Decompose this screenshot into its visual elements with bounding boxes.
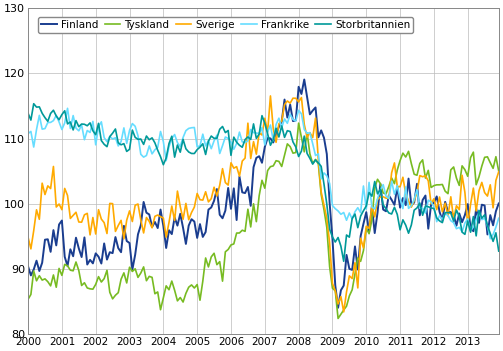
Storbritannien bbox=[31, 101, 37, 106]
Frankrike bbox=[304, 131, 310, 135]
Tyskland bbox=[293, 151, 299, 155]
Finland bbox=[495, 201, 501, 206]
Line: Frankrike: Frankrike bbox=[28, 108, 498, 239]
Finland bbox=[304, 95, 310, 99]
Frankrike bbox=[163, 159, 169, 163]
Sverige bbox=[296, 100, 302, 104]
Tyskland bbox=[405, 149, 411, 153]
Storbritannien bbox=[25, 111, 31, 115]
Finland bbox=[25, 264, 31, 269]
Finland bbox=[186, 224, 192, 228]
Frankrike bbox=[403, 185, 409, 189]
Line: Sverige: Sverige bbox=[28, 96, 498, 312]
Sverige bbox=[160, 216, 166, 220]
Sverige bbox=[341, 310, 347, 314]
Frankrike bbox=[296, 108, 302, 112]
Finland bbox=[160, 224, 166, 228]
Frankrike bbox=[112, 136, 118, 140]
Finland bbox=[293, 118, 299, 122]
Sverige bbox=[25, 235, 31, 239]
Storbritannien bbox=[405, 231, 411, 235]
Tyskland bbox=[296, 121, 302, 125]
Sverige bbox=[495, 170, 501, 174]
Storbritannien bbox=[163, 156, 169, 160]
Sverige bbox=[186, 218, 192, 222]
Frankrike bbox=[495, 216, 501, 220]
Line: Storbritannien: Storbritannien bbox=[28, 104, 498, 261]
Tyskland bbox=[304, 131, 310, 135]
Storbritannien bbox=[189, 151, 195, 155]
Tyskland bbox=[335, 316, 341, 320]
Tyskland bbox=[110, 297, 116, 301]
Legend: Finland, Tyskland, Sverige, Frankrike, Storbritannien: Finland, Tyskland, Sverige, Frankrike, S… bbox=[38, 16, 413, 33]
Finland bbox=[405, 177, 411, 181]
Tyskland bbox=[25, 297, 31, 302]
Tyskland bbox=[495, 169, 501, 173]
Tyskland bbox=[186, 285, 192, 289]
Finland bbox=[335, 306, 341, 310]
Sverige bbox=[405, 199, 411, 203]
Frankrike bbox=[25, 132, 31, 136]
Finland bbox=[301, 78, 307, 82]
Frankrike bbox=[189, 126, 195, 130]
Storbritannien bbox=[341, 259, 347, 263]
Sverige bbox=[268, 94, 274, 98]
Storbritannien bbox=[112, 127, 118, 131]
Sverige bbox=[110, 201, 116, 206]
Frankrike bbox=[487, 237, 493, 241]
Storbritannien bbox=[304, 151, 310, 155]
Sverige bbox=[304, 135, 310, 139]
Tyskland bbox=[160, 296, 166, 300]
Storbritannien bbox=[296, 154, 302, 159]
Finland bbox=[110, 251, 116, 255]
Line: Tyskland: Tyskland bbox=[28, 123, 498, 318]
Frankrike bbox=[64, 106, 70, 111]
Line: Finland: Finland bbox=[28, 80, 498, 308]
Storbritannien bbox=[495, 249, 501, 253]
